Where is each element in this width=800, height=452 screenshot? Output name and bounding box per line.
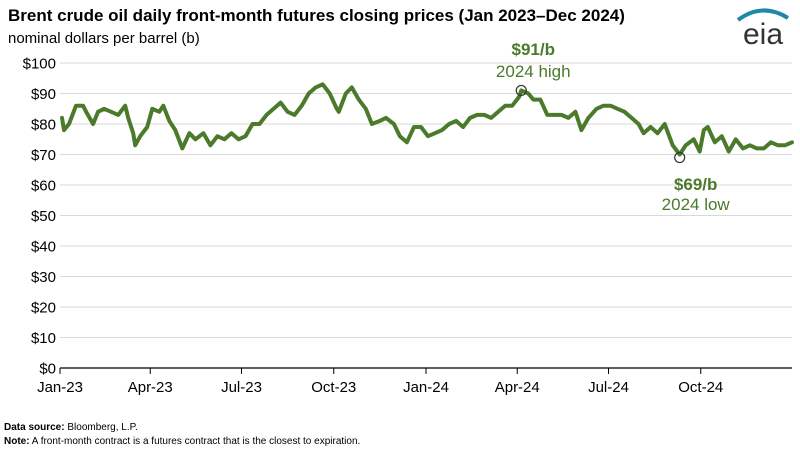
annotation-marker xyxy=(515,84,527,97)
chart-title: Brent crude oil daily front-month future… xyxy=(8,6,625,25)
footer-source-text: Bloomberg, L.P. xyxy=(67,422,138,433)
x-tick-label: Oct-24 xyxy=(678,379,723,396)
annotation-high-label: $91/b xyxy=(512,40,555,59)
y-tick-label: $40 xyxy=(31,239,56,256)
footer-note-label: Note: xyxy=(4,436,30,447)
eia-logo-arc-icon xyxy=(736,8,790,22)
x-tick-label: Jan-24 xyxy=(403,379,449,396)
eia-logo: eia xyxy=(736,8,790,50)
annotation-low-label: $69/b xyxy=(674,175,717,194)
y-tick-label: $0 xyxy=(39,361,56,378)
footer-note-text: A front-month contract is a futures cont… xyxy=(31,436,361,447)
x-tick-label: Jan-23 xyxy=(37,379,83,396)
y-tick-label: $60 xyxy=(31,178,56,195)
y-tick-label: $30 xyxy=(31,269,56,286)
price-series-line xyxy=(60,82,794,157)
y-tick-label: $100 xyxy=(23,56,56,73)
y-tick-label: $50 xyxy=(31,208,56,225)
x-tick-label: Oct-23 xyxy=(311,379,356,396)
y-tick-label: $10 xyxy=(31,330,56,347)
annotation-high-sublabel: 2024 high xyxy=(496,62,571,81)
chart-subtitle: nominal dollars per barrel (b) xyxy=(8,30,200,47)
annotation-marker xyxy=(674,151,686,164)
eia-logo-text: eia xyxy=(743,18,783,50)
y-tick-label: $70 xyxy=(31,147,56,164)
x-tick-label: Jul-23 xyxy=(221,379,262,396)
y-tick-label: $80 xyxy=(31,117,56,134)
x-tick-label: Apr-24 xyxy=(495,379,540,396)
footer-note: Note: A front-month contract is a future… xyxy=(4,436,360,447)
y-tick-label: $90 xyxy=(31,86,56,103)
y-tick-label: $20 xyxy=(31,300,56,317)
footer-source: Data source: Bloomberg, L.P. xyxy=(4,422,138,433)
annotation-low-sublabel: 2024 low xyxy=(662,195,731,214)
x-tick-label: Apr-23 xyxy=(128,379,173,396)
x-tick-label: Jul-24 xyxy=(588,379,629,396)
footer-source-label: Data source: xyxy=(4,422,65,433)
